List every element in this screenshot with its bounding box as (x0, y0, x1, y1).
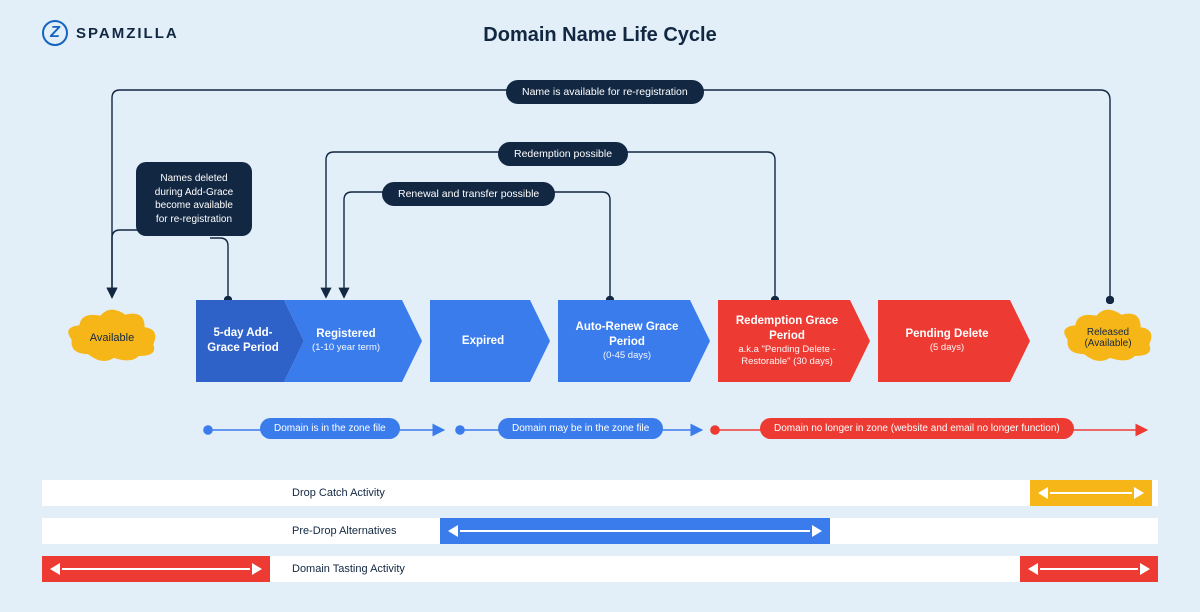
zone-may-pill: Domain may be in the zone file (498, 418, 663, 439)
callout-renewal: Renewal and transfer possible (382, 182, 555, 206)
stage-addgrace-title: 5-day Add- Grace Period (202, 326, 284, 356)
stage-expired: Expired (430, 300, 540, 382)
row-dropcatch-label: Drop Catch Activity (292, 487, 385, 499)
stage-autorenew-sub: (0-45 days) (564, 350, 690, 362)
stage-expired-title: Expired (462, 334, 504, 349)
page-title: Domain Name Life Cycle (0, 24, 1200, 47)
stage-pending-sub: (5 days) (905, 342, 988, 354)
row-dropcatch: Drop Catch Activity (42, 480, 1158, 506)
callout-addgrace-note: Names deleted during Add-Grace become av… (136, 162, 252, 236)
stage-autorenew-title: Auto-Renew Grace Period (564, 320, 690, 350)
cloud-released: Released (Available) (1060, 308, 1156, 368)
stage-registered: Registered(1-10 year term) (284, 300, 412, 382)
stage-registered-title: Registered (312, 327, 380, 342)
stage-pending-title: Pending Delete (905, 327, 988, 342)
row-bar-1-0 (440, 518, 830, 544)
zone-out-pill: Domain no longer in zone (website and em… (760, 418, 1074, 439)
row-tasting-label: Domain Tasting Activity (292, 563, 405, 575)
cloud-available: Available (64, 308, 160, 368)
stage-redemption-sub: a.k.a "Pending Delete - Restorable" (30 … (724, 344, 850, 369)
row-predrop-label: Pre-Drop Alternatives (292, 525, 397, 537)
stage-addgrace: 5-day Add- Grace Period (196, 300, 294, 382)
row-bar-2-1 (1020, 556, 1158, 582)
stage-autorenew: Auto-Renew Grace Period(0-45 days) (558, 300, 700, 382)
callout-redemption: Redemption possible (498, 142, 628, 166)
zone-in-pill: Domain is in the zone file (260, 418, 400, 439)
stage-pending: Pending Delete(5 days) (878, 300, 1020, 382)
stage-registered-sub: (1-10 year term) (312, 342, 380, 354)
stage-redemption-title: Redemption Grace Period (724, 314, 850, 344)
row-bar-0-0 (1030, 480, 1152, 506)
cloud-available-label: Available (90, 332, 134, 344)
cloud-released-label: Released (Available) (1060, 327, 1156, 349)
stage-redemption: Redemption Grace Perioda.k.a "Pending De… (718, 300, 860, 382)
callout-top: Name is available for re-registration (506, 80, 704, 104)
row-bar-2-0 (42, 556, 270, 582)
